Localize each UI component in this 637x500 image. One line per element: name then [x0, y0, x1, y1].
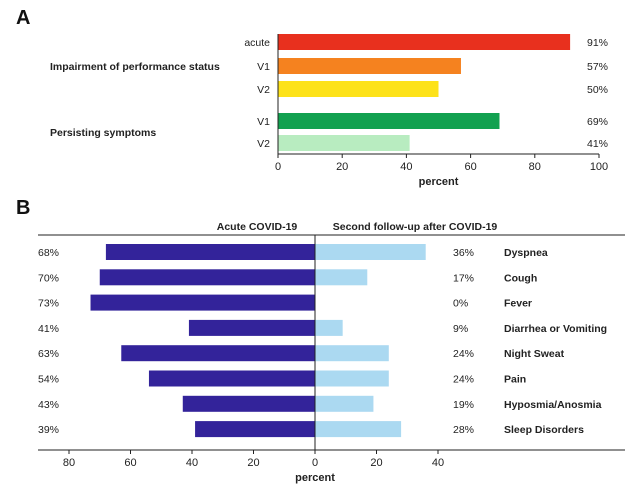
x-tick-label: 0: [312, 457, 318, 469]
left-value-label: 63%: [38, 348, 59, 360]
bar-followup: [315, 421, 402, 438]
left-value-label: 41%: [38, 323, 59, 335]
left-value-label: 68%: [38, 247, 59, 259]
x-axis-title: percent: [295, 472, 335, 484]
x-tick-label: 100: [590, 161, 608, 173]
bar-acute: [188, 319, 315, 336]
bar-followup: [315, 395, 374, 412]
panel-b-letter: B: [16, 197, 30, 219]
left-value-label: 70%: [38, 272, 59, 284]
bar-acute: [99, 269, 315, 286]
left-value-label: 73%: [38, 298, 59, 310]
bar-value-label: 41%: [587, 138, 608, 150]
bar-followup: [315, 269, 368, 286]
x-tick-label: 20: [336, 161, 348, 173]
x-tick-label: 20: [370, 457, 382, 469]
x-tick-label: 60: [124, 457, 136, 469]
bar-acute: [121, 345, 316, 362]
x-tick-label: 20: [247, 457, 259, 469]
left-value-label: 39%: [38, 424, 59, 436]
bar-followup: [315, 370, 389, 387]
category-label: Cough: [504, 272, 537, 284]
group-label: Impairment of performance status: [50, 61, 220, 73]
category-label: Hyposmia/Anosmia: [504, 399, 602, 411]
bar-category-label: V2: [257, 138, 270, 150]
bar-followup: [315, 319, 343, 336]
x-tick-label: 60: [464, 161, 476, 173]
x-tick-label: 40: [186, 457, 198, 469]
bar-a: [278, 34, 571, 50]
bar-acute: [195, 421, 315, 438]
bar-value-label: 69%: [587, 116, 608, 128]
right-value-label: 24%: [453, 348, 474, 360]
right-value-label: 0%: [453, 298, 468, 310]
category-label: Night Sweat: [504, 348, 565, 360]
left-header: Acute COVID-19: [217, 221, 298, 233]
category-label: Sleep Disorders: [504, 424, 584, 436]
category-label: Dyspnea: [504, 247, 548, 259]
x-tick-label: 40: [432, 457, 444, 469]
right-header: Second follow-up after COVID-19: [333, 221, 498, 233]
left-value-label: 54%: [38, 374, 59, 386]
panel-a-chart: acute 91% V1 57% V2 50% Impairment of performa…: [50, 34, 608, 188]
x-tick-label: 80: [529, 161, 541, 173]
bar-acute: [90, 294, 316, 311]
right-value-label: 19%: [453, 399, 474, 411]
bar-category-label: V1: [257, 116, 270, 128]
bar-value-label: 50%: [587, 84, 608, 96]
panel-b-chart: Acute COVID-19 Second follow-up after COV…: [38, 221, 625, 484]
bar-acute: [105, 244, 316, 260]
bar-acute: [148, 370, 315, 387]
bar-followup: [315, 244, 426, 260]
x-tick-label: 0: [275, 161, 281, 173]
bar-acute: [182, 395, 315, 412]
bar-a: [278, 135, 410, 151]
panel-a-letter: A: [16, 7, 30, 29]
right-value-label: 24%: [453, 374, 474, 386]
category-label: Fever: [504, 298, 532, 310]
right-value-label: 36%: [453, 247, 474, 259]
right-value-label: 9%: [453, 323, 468, 335]
bar-a: [278, 58, 461, 74]
left-value-label: 43%: [38, 399, 59, 411]
category-label: Pain: [504, 374, 526, 386]
bar-value-label: 57%: [587, 61, 608, 73]
bar-a: [278, 113, 500, 129]
bar-category-label: V1: [257, 61, 270, 73]
bar-value-label: 91%: [587, 37, 608, 49]
right-value-label: 17%: [453, 272, 474, 284]
bar-a: [278, 81, 439, 97]
right-value-label: 28%: [453, 424, 474, 436]
category-label: Diarrhea or Vomiting: [504, 323, 607, 335]
x-tick-label: 80: [63, 457, 75, 469]
bar-category-label: acute: [244, 37, 270, 49]
group-label: Persisting symptoms: [50, 127, 156, 139]
x-tick-label: 40: [400, 161, 412, 173]
bar-category-label: V2: [257, 84, 270, 96]
bar-followup: [315, 345, 389, 362]
x-axis-title: percent: [419, 176, 459, 188]
